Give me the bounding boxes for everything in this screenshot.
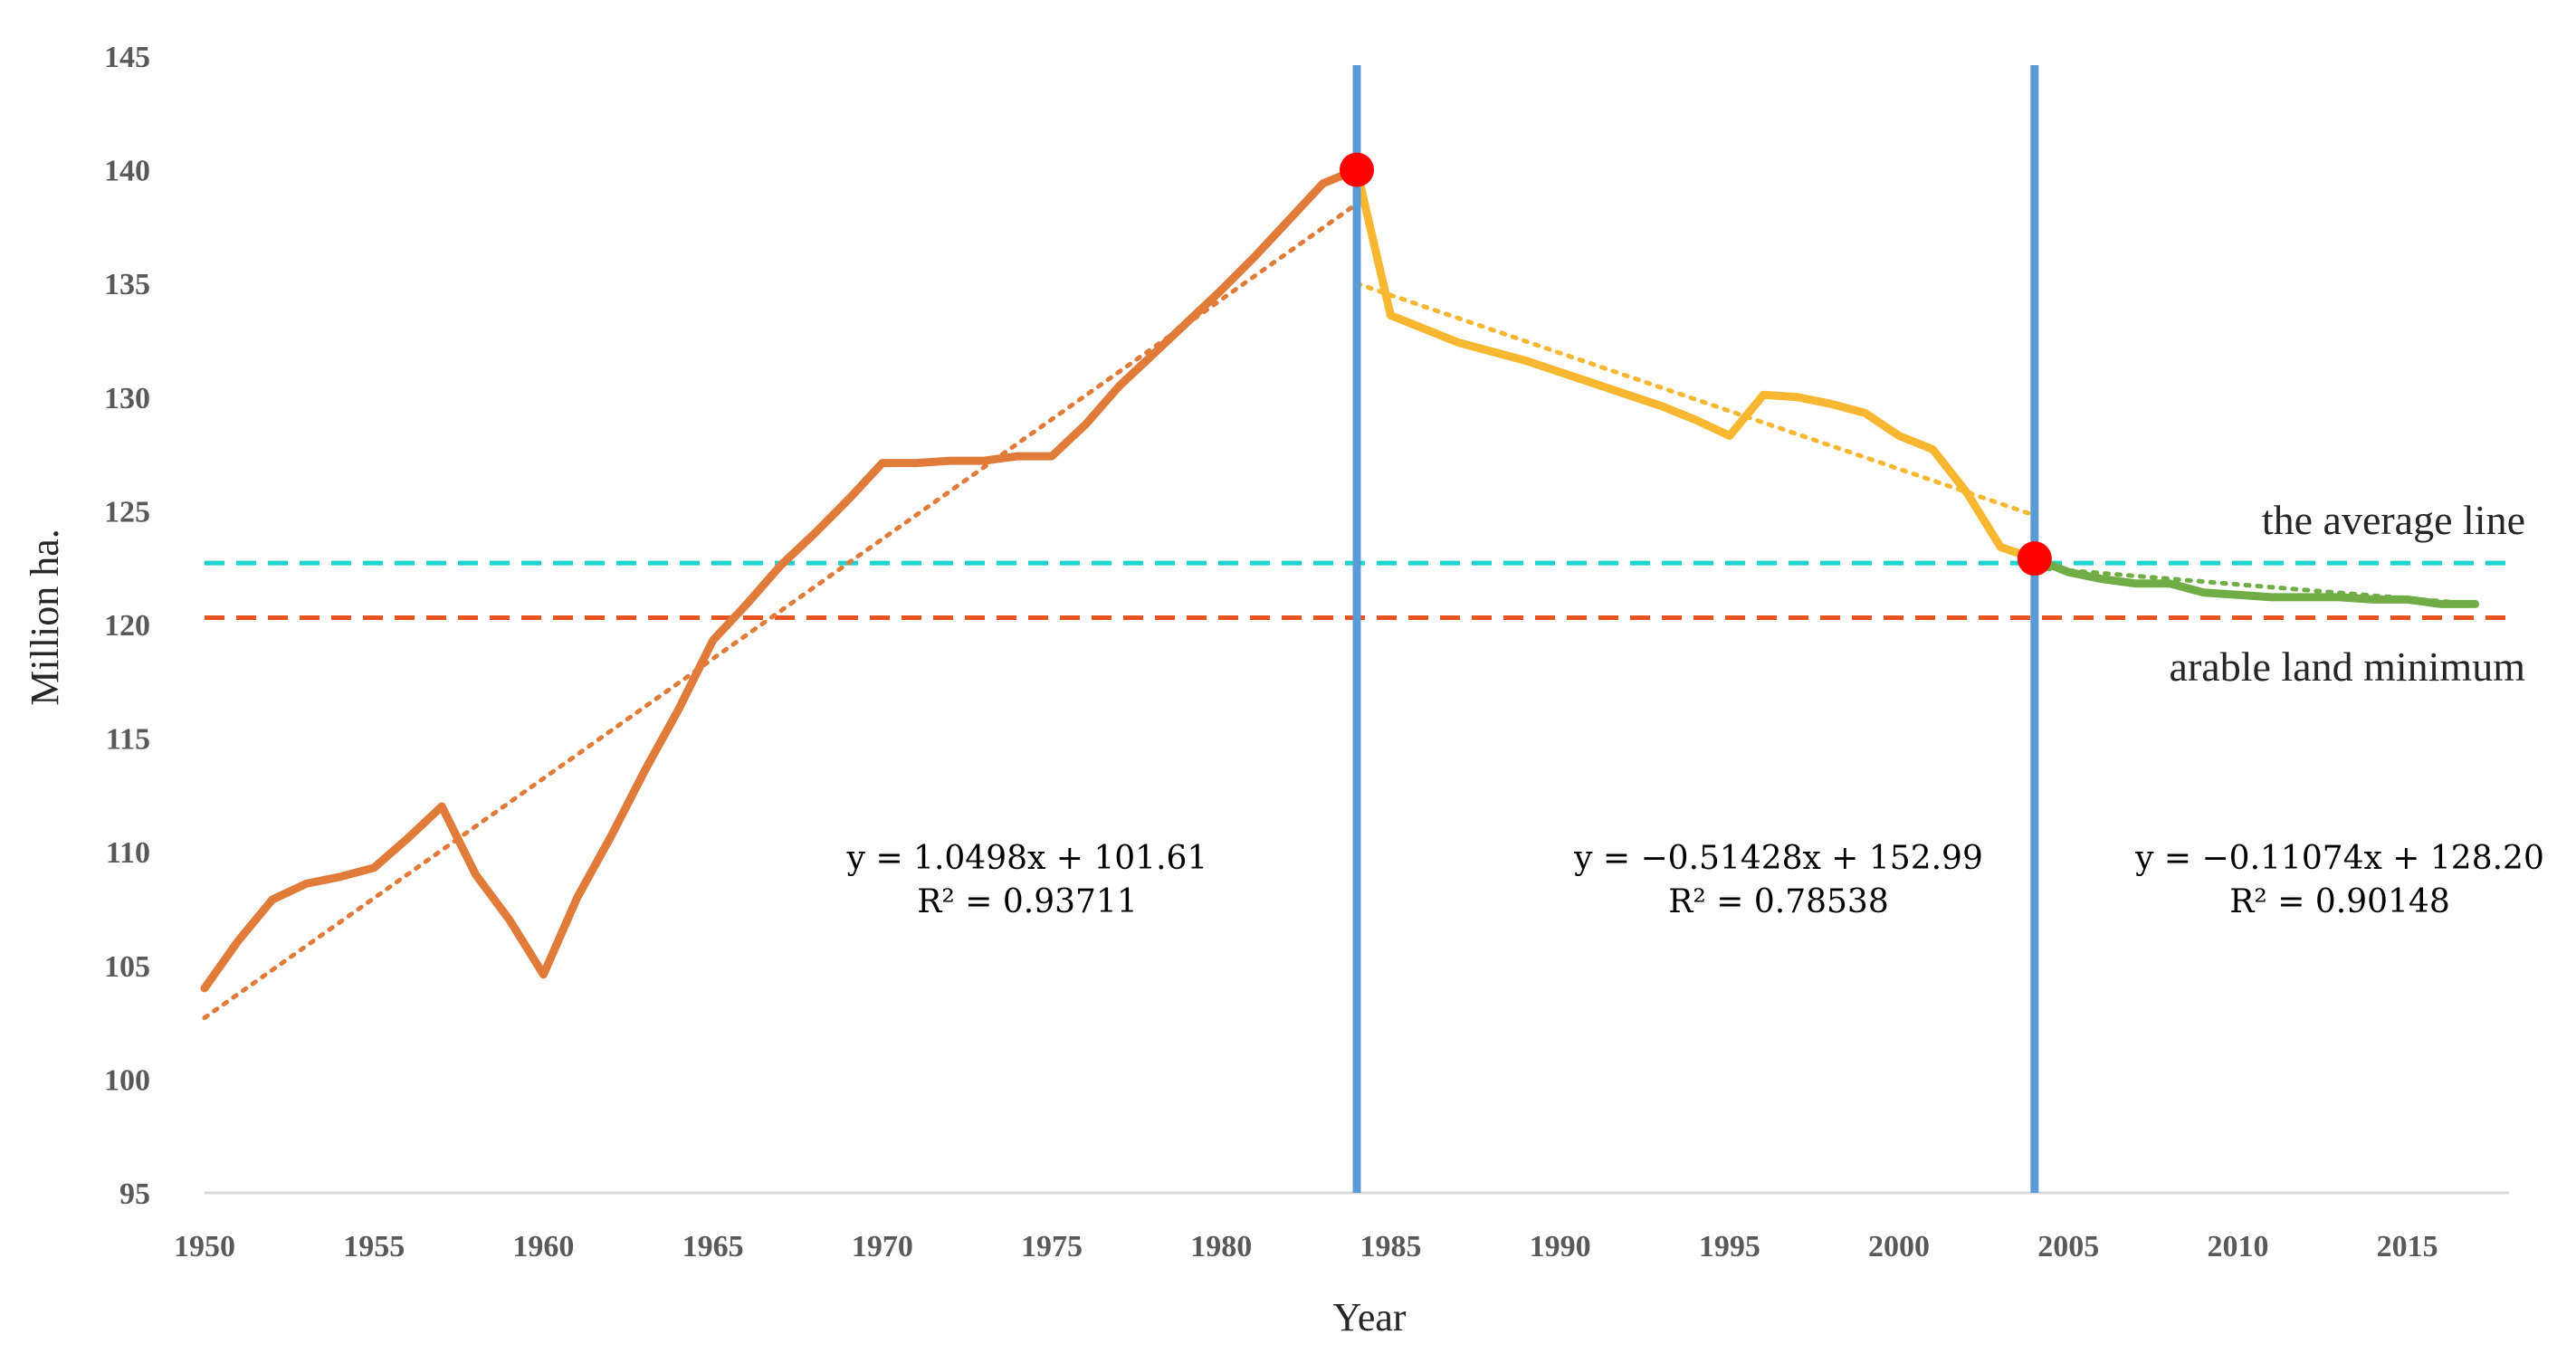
highlight-point-1 bbox=[1340, 152, 1374, 187]
y-tick-label: 100 bbox=[104, 1063, 150, 1097]
y-tick-label: 135 bbox=[104, 268, 150, 301]
y-tick-label: 120 bbox=[104, 609, 150, 643]
trend-equation-3: y = −0.11074x + 128.20 bbox=[2134, 840, 2544, 877]
trend-r2-1: R² = 0.93711 bbox=[917, 883, 1137, 920]
vertical-markers bbox=[1352, 65, 2039, 1193]
x-tick-label: 1990 bbox=[1530, 1230, 1591, 1263]
x-axis-ticks: 1950 1955 1960 1965 1970 1975 1980 1985 1990 1995… bbox=[174, 1230, 2438, 1263]
data-series bbox=[200, 166, 2480, 993]
x-tick-label: 1950 bbox=[174, 1230, 235, 1263]
series-line-3 bbox=[2030, 554, 2480, 608]
y-tick-label: 145 bbox=[104, 41, 150, 74]
x-tick-label: 2000 bbox=[1868, 1230, 1930, 1263]
series-line-2 bbox=[1352, 166, 2039, 563]
x-tick-label: 1970 bbox=[852, 1230, 913, 1263]
trend-equation-1: y = 1.0498x + 101.61 bbox=[846, 840, 1208, 877]
x-tick-label: 1975 bbox=[1021, 1230, 1083, 1263]
x-tick-label: 1960 bbox=[512, 1230, 574, 1263]
y-tick-label: 110 bbox=[106, 836, 150, 870]
x-axis-title: Year bbox=[1332, 1295, 1406, 1339]
minimum-line-label: arable land minimum bbox=[2170, 643, 2526, 690]
trend-equation-2: y = −0.51428x + 152.99 bbox=[1573, 840, 1983, 877]
y-tick-label: 130 bbox=[104, 382, 150, 415]
y-tick-label: 105 bbox=[104, 950, 150, 984]
series-line-1 bbox=[200, 166, 1361, 993]
x-tick-label: 2005 bbox=[2037, 1230, 2099, 1263]
highlight-points bbox=[1340, 152, 2052, 577]
trendlines bbox=[202, 201, 2478, 1021]
y-tick-label: 125 bbox=[104, 495, 150, 529]
average-line-label: the average line bbox=[2262, 497, 2525, 543]
y-tick-label: 140 bbox=[104, 155, 150, 188]
y-axis-ticks: 95 100 105 110 115 120 125 130 135 140 145 bbox=[104, 41, 150, 1211]
y-tick-label: 95 bbox=[119, 1177, 150, 1211]
x-tick-label: 1985 bbox=[1360, 1230, 1421, 1263]
y-axis-title: Million ha. bbox=[23, 529, 67, 706]
x-tick-label: 2010 bbox=[2207, 1230, 2268, 1263]
trend-r2-3: R² = 0.90148 bbox=[2229, 883, 2449, 920]
y-tick-label: 115 bbox=[106, 723, 150, 757]
x-tick-label: 1980 bbox=[1190, 1230, 1252, 1263]
x-tick-label: 2015 bbox=[2377, 1230, 2438, 1263]
highlight-point-2 bbox=[2017, 541, 2052, 577]
trendline-2 bbox=[1354, 281, 2037, 518]
x-tick-label: 1995 bbox=[1699, 1230, 1760, 1263]
x-tick-label: 1965 bbox=[682, 1230, 744, 1263]
trend-r2-2: R² = 0.78538 bbox=[1668, 883, 1888, 920]
x-tick-label: 1955 bbox=[343, 1230, 405, 1263]
